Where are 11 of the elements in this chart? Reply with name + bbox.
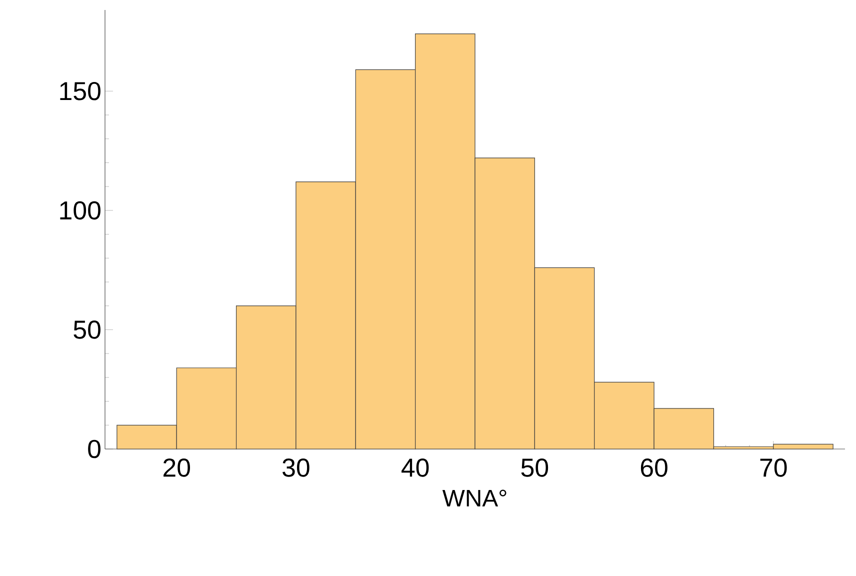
x-axis-title: WNA°: [442, 490, 506, 506]
x-tick-label: 70: [760, 458, 787, 477]
x-tick-label: 30: [282, 458, 310, 477]
x-tick-label: 20: [164, 458, 190, 477]
y-tick-label: 100: [60, 201, 100, 220]
x-tick-label: 40: [402, 458, 429, 477]
y-tick-label: 0: [88, 440, 100, 458]
y-tick-label: 50: [74, 320, 100, 339]
y-tick-label: 150: [60, 82, 100, 100]
x-tick-label: 50: [521, 458, 548, 477]
x-tick-label: 60: [640, 458, 668, 477]
